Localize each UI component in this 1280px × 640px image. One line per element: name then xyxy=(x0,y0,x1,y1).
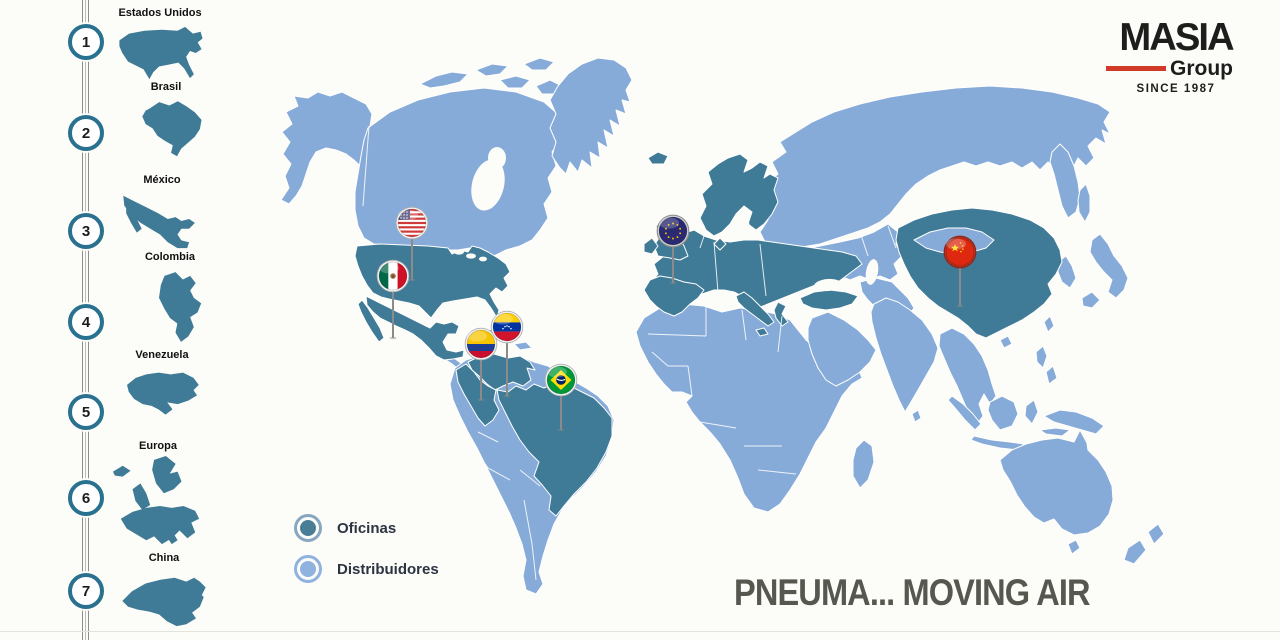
water-cutouts xyxy=(454,147,879,292)
office-countries xyxy=(354,151,1063,517)
flag-china-icon xyxy=(946,238,974,266)
map-legend: Oficinas Distribuidores xyxy=(294,514,439,596)
pin-venezuela xyxy=(490,310,524,398)
legend-item-distributors: Distribuidores xyxy=(294,555,439,583)
sidebar-item-china: China xyxy=(104,552,224,630)
pin-brazil xyxy=(544,363,578,432)
timeline-number-2: 2 xyxy=(68,115,104,151)
country-silhouette-china xyxy=(122,577,206,627)
sidebar-item-colombia: Colombia xyxy=(110,251,230,347)
country-silhouette-brasil xyxy=(142,101,202,157)
timeline-number-3: 3 xyxy=(68,213,104,249)
logo-brand-text: MASIA xyxy=(1119,16,1234,59)
country-silhouette-colombia xyxy=(159,272,202,342)
timeline-number-7: 7 xyxy=(68,573,104,609)
country-silhouette-venezuela xyxy=(127,372,199,415)
sidebar-item-brasil: Brasil xyxy=(106,81,226,163)
sidebar-item-estados-unidos: Estados Unidos xyxy=(100,7,220,81)
country-silhouette-europa xyxy=(112,456,200,545)
logo-since-text: SINCE 1987 xyxy=(1136,83,1216,95)
offices-swatch-icon xyxy=(294,514,322,542)
timeline-number-5: 5 xyxy=(68,394,104,430)
sidebar-item-europa: Europa xyxy=(98,440,218,552)
pin-colombia xyxy=(464,327,498,402)
flag-mexico-icon xyxy=(379,262,407,290)
pin-europe xyxy=(656,214,690,285)
pin-usa xyxy=(395,206,429,282)
tagline: PNEUMA... MOVING AIR xyxy=(734,572,1091,613)
sidebar-item-mexico: México xyxy=(102,174,222,250)
masia-group-logo: MASIA Group SINCE 1987 xyxy=(1106,18,1246,95)
legend-item-offices: Oficinas xyxy=(294,514,439,542)
logo-red-line xyxy=(1106,66,1166,71)
timeline-number-4: 4 xyxy=(68,304,104,340)
sidebar-item-venezuela: Venezuela xyxy=(102,349,222,417)
flag-brazil-icon xyxy=(547,366,575,394)
flag-usa-icon xyxy=(398,209,426,237)
country-silhouette-mexico xyxy=(123,195,195,249)
bottom-divider xyxy=(0,631,1280,632)
flag-venezuela-icon xyxy=(493,313,521,341)
flag-eu-icon xyxy=(659,217,687,245)
country-silhouette-usa xyxy=(119,26,203,80)
timeline-number-1: 1 xyxy=(68,24,104,60)
pin-mexico xyxy=(376,259,410,340)
timeline-number-6: 6 xyxy=(68,480,104,516)
country-borders xyxy=(362,125,931,581)
logo-group-text: Group xyxy=(1170,57,1233,80)
distributors-swatch-icon xyxy=(294,555,322,583)
pin-china xyxy=(943,235,977,308)
flag-colombia-icon xyxy=(467,330,495,358)
